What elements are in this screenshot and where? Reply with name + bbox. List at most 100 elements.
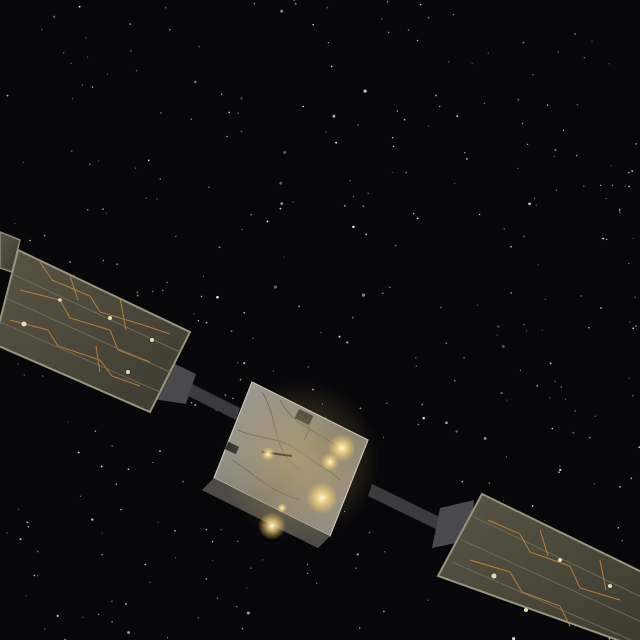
star: [562, 129, 565, 131]
star: [526, 143, 529, 145]
star: [36, 550, 39, 553]
star: [27, 525, 30, 528]
star: [102, 259, 105, 262]
star: [237, 112, 239, 114]
star: [503, 499, 505, 501]
star: [116, 263, 119, 266]
star: [326, 6, 329, 9]
star: [101, 532, 103, 534]
star: [190, 402, 193, 404]
star: [445, 421, 448, 425]
star: [427, 599, 430, 602]
star: [243, 362, 246, 365]
star: [476, 304, 478, 306]
star: [17, 508, 20, 511]
star: [306, 572, 309, 575]
star: [266, 220, 269, 223]
star: [330, 65, 333, 68]
star: [628, 171, 630, 174]
star: [580, 295, 582, 297]
star: [77, 451, 80, 454]
star: [164, 6, 167, 9]
star: [273, 285, 277, 289]
star: [174, 557, 177, 559]
star: [619, 485, 621, 488]
star: [549, 397, 551, 399]
star: [82, 616, 84, 619]
star: [86, 208, 89, 211]
star: [106, 73, 109, 75]
star: [559, 465, 561, 467]
star: [105, 212, 107, 214]
star: [78, 5, 81, 8]
star: [608, 63, 610, 65]
star: [6, 94, 9, 97]
star: [618, 211, 621, 214]
star: [354, 567, 357, 570]
star: [236, 540, 239, 543]
star: [70, 62, 72, 65]
star: [631, 170, 634, 172]
star: [392, 145, 395, 148]
star: [506, 399, 508, 401]
star: [216, 295, 219, 299]
star: [419, 3, 422, 6]
star: [463, 152, 466, 154]
star: [483, 102, 485, 104]
star: [169, 29, 171, 31]
star: [611, 184, 614, 186]
star: [386, 402, 388, 405]
star: [212, 541, 214, 543]
star: [22, 161, 24, 164]
star: [391, 136, 394, 139]
star: [72, 98, 74, 100]
star: [294, 2, 297, 5]
star: [17, 363, 19, 365]
star: [576, 103, 579, 106]
star: [70, 150, 73, 153]
star: [461, 480, 464, 483]
star: [241, 228, 243, 230]
star: [166, 281, 168, 284]
star: [632, 237, 634, 239]
star: [85, 36, 87, 39]
star: [36, 575, 39, 577]
right-solar-panel: [436, 492, 640, 640]
star: [521, 122, 524, 125]
star: [292, 200, 294, 203]
left-solar-panel: [0, 248, 192, 414]
star: [293, 0, 295, 2]
right-boom-arm: [368, 484, 446, 532]
star: [407, 29, 410, 31]
star: [505, 456, 508, 458]
star: [517, 167, 519, 170]
star: [634, 325, 637, 328]
star: [135, 69, 138, 72]
star: [198, 45, 201, 48]
star: [115, 483, 118, 485]
star: [456, 115, 459, 118]
star: [232, 397, 234, 400]
star: [19, 538, 22, 541]
star: [525, 330, 528, 332]
star: [101, 553, 103, 556]
star: [175, 235, 177, 237]
star: [588, 327, 590, 329]
star: [522, 41, 525, 44]
star: [81, 84, 83, 86]
star: [523, 323, 525, 325]
star: [159, 450, 161, 453]
star: [246, 611, 250, 615]
star: [86, 56, 89, 58]
star: [610, 165, 612, 167]
star: [415, 365, 418, 367]
star: [160, 111, 162, 114]
star: [134, 167, 137, 169]
star: [363, 89, 367, 93]
star: [230, 330, 233, 333]
star: [252, 337, 254, 339]
star: [205, 578, 208, 580]
star: [197, 319, 200, 322]
star: [617, 526, 620, 529]
